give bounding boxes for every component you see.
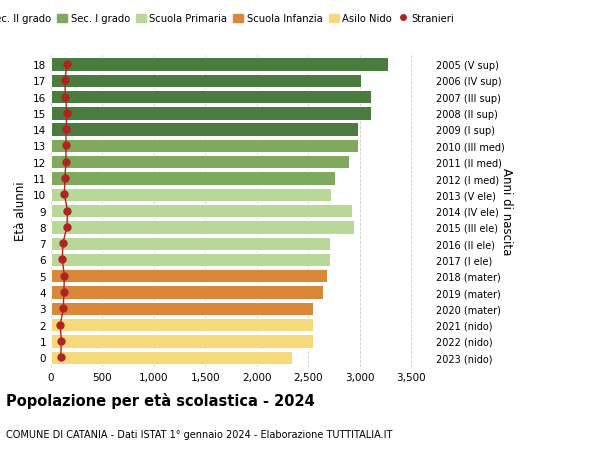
Bar bbox=[51, 188, 331, 202]
Y-axis label: Anni di nascita: Anni di nascita bbox=[500, 168, 513, 255]
Y-axis label: Età alunni: Età alunni bbox=[14, 181, 28, 241]
Bar bbox=[51, 58, 388, 72]
Bar bbox=[51, 269, 327, 283]
Bar bbox=[51, 123, 358, 136]
Bar bbox=[51, 253, 330, 267]
Legend: Sec. II grado, Sec. I grado, Scuola Primaria, Scuola Infanzia, Asilo Nido, Stran: Sec. II grado, Sec. I grado, Scuola Prim… bbox=[0, 10, 458, 28]
Bar bbox=[51, 156, 349, 169]
Bar bbox=[51, 286, 323, 299]
Bar bbox=[51, 107, 371, 120]
Bar bbox=[51, 237, 330, 250]
Bar bbox=[51, 221, 354, 234]
Bar bbox=[51, 91, 371, 104]
Bar bbox=[51, 74, 361, 88]
Text: Popolazione per età scolastica - 2024: Popolazione per età scolastica - 2024 bbox=[6, 392, 315, 409]
Bar bbox=[51, 172, 335, 185]
Text: COMUNE DI CATANIA - Dati ISTAT 1° gennaio 2024 - Elaborazione TUTTITALIA.IT: COMUNE DI CATANIA - Dati ISTAT 1° gennai… bbox=[6, 429, 392, 439]
Bar bbox=[51, 204, 352, 218]
Bar bbox=[51, 351, 292, 364]
Bar bbox=[51, 335, 313, 348]
Bar bbox=[51, 318, 313, 331]
Bar bbox=[51, 140, 358, 153]
Bar bbox=[51, 302, 313, 315]
